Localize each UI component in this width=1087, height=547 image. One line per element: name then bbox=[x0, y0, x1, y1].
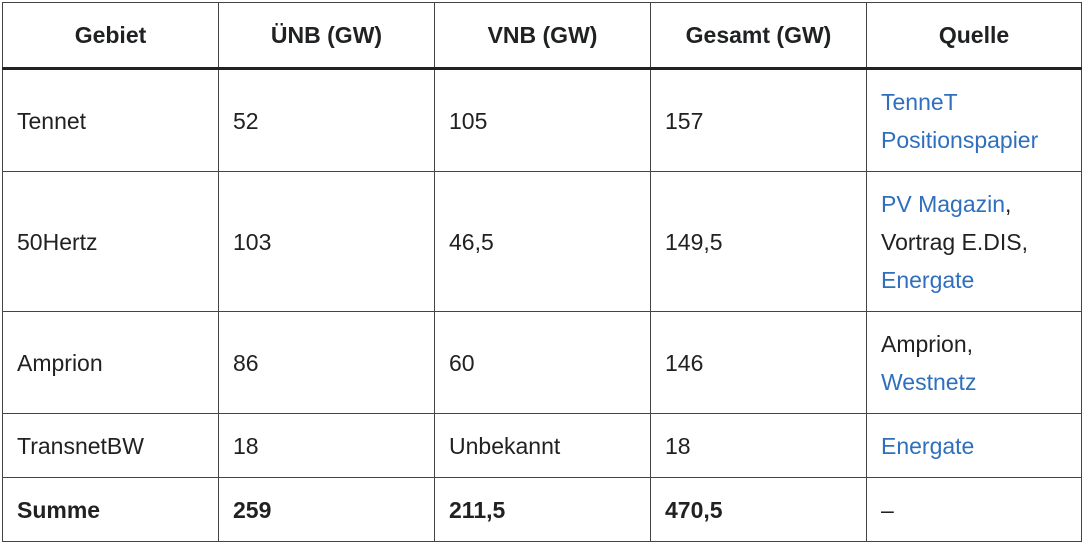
header-cell: Quelle bbox=[866, 2, 1082, 70]
table-cell: 86 bbox=[218, 311, 435, 414]
source-link[interactable]: Energate bbox=[881, 432, 975, 459]
header-cell: ÜNB (GW) bbox=[218, 2, 435, 70]
table-cell: 46,5 bbox=[434, 171, 651, 312]
table-cell: Unbekannt bbox=[434, 413, 651, 478]
table-row: 50Hertz 103 46,5 149,5 PV Magazin, Vortrag E.… bbox=[2, 171, 1082, 312]
table-row: TransnetBW 18 Unbekannt 18 Energate bbox=[2, 413, 1082, 478]
source-cell: Amprion, Westnetz bbox=[866, 311, 1082, 414]
source-text: Vortrag E.DIS, bbox=[881, 228, 1029, 255]
table-cell: 146 bbox=[650, 311, 867, 414]
table-cell: Summe bbox=[2, 477, 219, 542]
table-row: Tennet 52 105 157 TenneT Positionspapier bbox=[2, 68, 1082, 172]
header-row: Gebiet ÜNB (GW) VNB (GW) Gesamt (GW) Quelle bbox=[2, 2, 1082, 70]
table-cell: 18 bbox=[218, 413, 435, 478]
table-cell: 105 bbox=[434, 68, 651, 172]
source-cell: – bbox=[866, 477, 1082, 542]
table-cell: 259 bbox=[218, 477, 435, 542]
header-cell: Gebiet bbox=[2, 2, 219, 70]
source-text: Amprion, bbox=[881, 330, 974, 357]
source-link[interactable]: Energate bbox=[881, 266, 975, 293]
source-cell: Energate bbox=[866, 413, 1082, 478]
table-cell: 18 bbox=[650, 413, 867, 478]
source-link[interactable]: Positionspapier bbox=[881, 126, 1039, 153]
table-cell: 50Hertz bbox=[2, 171, 219, 312]
source-cell: TenneT Positionspapier bbox=[866, 68, 1082, 172]
header-cell: VNB (GW) bbox=[434, 2, 651, 70]
source-link[interactable]: Westnetz bbox=[881, 368, 977, 395]
table-body: Tennet 52 105 157 TenneT Positionspapier 50Her… bbox=[2, 68, 1082, 542]
table-row: Summe 259 211,5 470,5– bbox=[2, 477, 1082, 542]
header-cell: Gesamt (GW) bbox=[650, 2, 867, 70]
table-cell: 60 bbox=[434, 311, 651, 414]
table-cell: TransnetBW bbox=[2, 413, 219, 478]
table-cell: 52 bbox=[218, 68, 435, 172]
source-text: , bbox=[1005, 190, 1012, 217]
source-link[interactable]: TenneT bbox=[881, 88, 958, 115]
source-text: – bbox=[881, 496, 894, 523]
source-cell: PV Magazin, Vortrag E.DIS, Energate bbox=[866, 171, 1082, 312]
table-row: Amprion 86 60 146 Amprion, Westnetz bbox=[2, 311, 1082, 414]
table-cell: 157 bbox=[650, 68, 867, 172]
table-cell: 211,5 bbox=[434, 477, 651, 542]
table-cell: Tennet bbox=[2, 68, 219, 172]
source-link[interactable]: PV Magazin bbox=[881, 190, 1006, 217]
table-cell: 103 bbox=[218, 171, 435, 312]
table-cell: Amprion bbox=[2, 311, 219, 414]
table-cell: 470,5 bbox=[650, 477, 867, 542]
table-cell: 149,5 bbox=[650, 171, 867, 312]
